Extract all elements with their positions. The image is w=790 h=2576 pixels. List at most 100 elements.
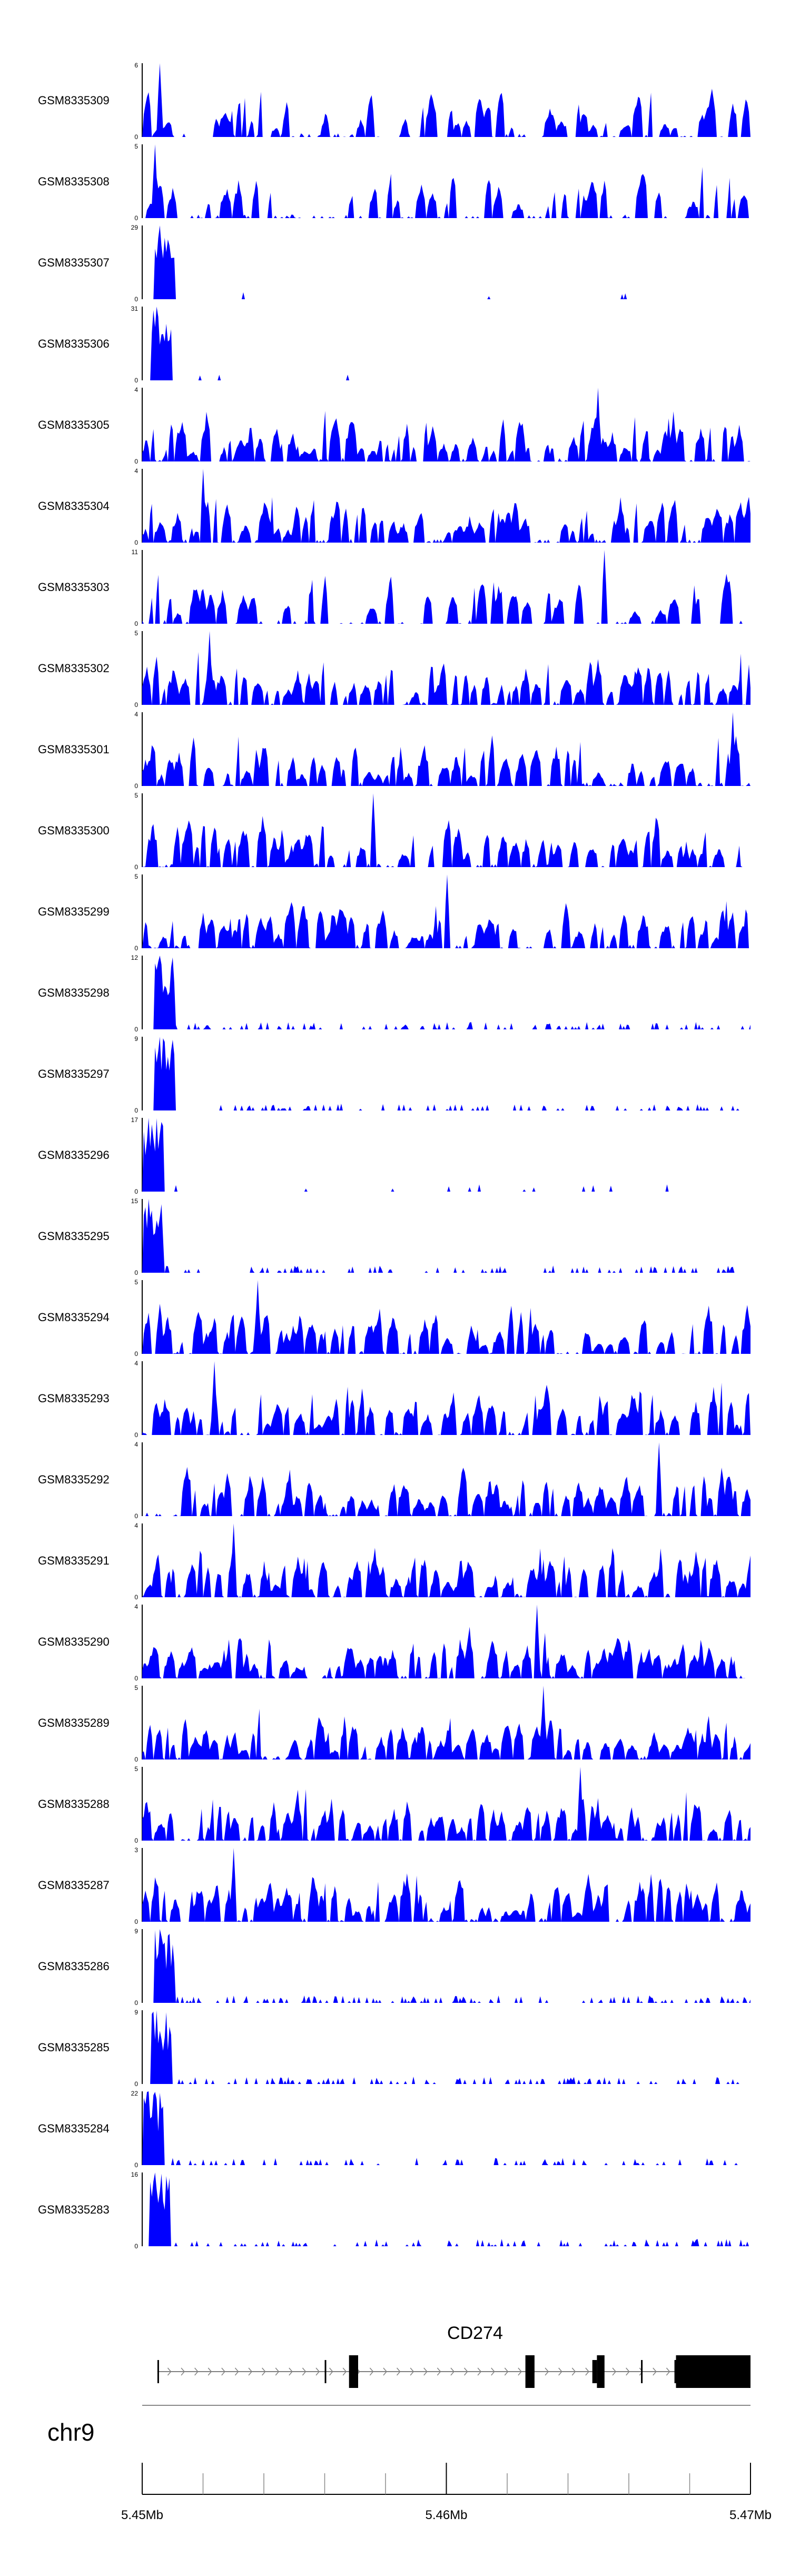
track-label: GSM8335283	[38, 2203, 110, 2216]
track-GSM8335296: GSM8335296 17 0	[38, 1116, 750, 1195]
exon-cds	[525, 2355, 535, 2388]
y-tick-label-max: 9	[134, 2009, 138, 2016]
track-GSM8335289: GSM8335289 5 0	[38, 1684, 750, 1763]
strand-chevron	[518, 2367, 522, 2376]
strand-chevron	[626, 2367, 630, 2376]
track-label: GSM8335293	[38, 1392, 110, 1405]
genome-axis: 5.45Mb 5.46Mb 5.47Mb	[121, 2463, 772, 2522]
track-label: GSM8335299	[38, 905, 110, 918]
y-tick-label-min: 0	[134, 1594, 138, 1601]
track-label: GSM8335290	[38, 1635, 110, 1648]
y-tick-label-max: 5	[134, 630, 138, 637]
signal-area	[142, 144, 750, 218]
signal-area	[142, 1037, 750, 1110]
strand-chevron	[167, 2367, 172, 2376]
signal-area	[142, 1767, 750, 1841]
signal-area	[142, 1686, 750, 1759]
track-GSM8335307: GSM8335307 29 0	[38, 224, 750, 303]
chromosome-label: chr9	[47, 2418, 94, 2446]
track-GSM8335302: GSM8335302 5 0	[38, 630, 750, 709]
track-label: GSM8335302	[38, 662, 110, 675]
y-tick-label-min: 0	[134, 1026, 138, 1033]
y-tick-label-min: 0	[134, 214, 138, 222]
y-tick-label-min: 0	[134, 1837, 138, 1844]
track-label: GSM8335285	[38, 2041, 110, 2054]
strand-chevron	[194, 2367, 199, 2376]
track-GSM8335293: GSM8335293 4 0	[38, 1360, 750, 1439]
strand-chevron	[423, 2367, 428, 2376]
strand-chevron	[585, 2367, 589, 2376]
strand-chevron	[396, 2367, 401, 2376]
track-label: GSM8335298	[38, 986, 110, 999]
y-tick-label-max: 3	[134, 1846, 138, 1854]
signal-area	[142, 793, 750, 867]
gene-name: CD274	[447, 2323, 503, 2343]
y-tick-label-min: 0	[134, 945, 138, 952]
y-tick-label-max: 16	[131, 2171, 139, 2178]
track-label: GSM8335291	[38, 1554, 110, 1567]
y-tick-label-min: 0	[134, 1188, 138, 1195]
track-label: GSM8335296	[38, 1148, 110, 1162]
y-tick-label-max: 29	[131, 224, 139, 231]
track-label: GSM8335306	[38, 337, 110, 350]
signal-area	[142, 712, 750, 786]
y-tick-label-min: 0	[134, 620, 138, 627]
signal-area	[142, 1361, 750, 1435]
y-tick-label-min: 0	[134, 863, 138, 871]
strand-chevron	[181, 2367, 185, 2376]
exon-utr	[157, 2360, 159, 2383]
y-tick-label-max: 4	[134, 711, 138, 718]
signal-area	[142, 388, 750, 461]
y-tick-label-max: 9	[134, 1035, 138, 1043]
y-tick-label-max: 6	[134, 62, 138, 69]
strand-chevron	[221, 2367, 225, 2376]
strand-chevron	[383, 2367, 387, 2376]
y-tick-label-min: 0	[134, 1999, 138, 2007]
strand-chevron	[342, 2367, 347, 2376]
chromosome-track: chr9	[47, 2405, 750, 2446]
track-GSM8335308: GSM8335308 5 0	[38, 143, 750, 222]
y-tick-label-max: 4	[134, 386, 138, 394]
x-tick-label: 5.45Mb	[121, 2508, 163, 2522]
track-GSM8335283: GSM8335283 16 0	[38, 2171, 750, 2250]
track-GSM8335292: GSM8335292 4 0	[38, 1441, 750, 1520]
y-tick-label-min: 0	[134, 458, 138, 465]
strand-chevron	[571, 2367, 576, 2376]
track-GSM8335300: GSM8335300 5 0	[38, 792, 750, 871]
signal-area	[142, 1605, 750, 1678]
track-label: GSM8335300	[38, 824, 110, 837]
strand-chevron	[545, 2367, 549, 2376]
exon-utr	[641, 2360, 643, 2383]
track-label: GSM8335289	[38, 1716, 110, 1729]
track-label: GSM8335308	[38, 175, 110, 188]
y-tick-label-max: 5	[134, 1279, 138, 1286]
track-GSM8335288: GSM8335288 5 0	[38, 1765, 750, 1844]
strand-chevron	[639, 2367, 644, 2376]
y-tick-label-min: 0	[134, 782, 138, 790]
signal-area	[142, 63, 750, 137]
y-tick-label-min: 0	[134, 1756, 138, 1763]
signal-area	[142, 1929, 750, 2003]
signal-area	[142, 225, 750, 299]
track-GSM8335287: GSM8335287 3 0	[38, 1846, 750, 1925]
signal-area	[142, 1199, 750, 1273]
signal-area	[142, 2010, 750, 2084]
signal-area	[142, 2172, 750, 2246]
track-GSM8335297: GSM8335297 9 0	[38, 1035, 750, 1114]
strand-chevron	[612, 2367, 617, 2376]
strand-chevron	[504, 2367, 509, 2376]
gene-annotation-track: CD274	[157, 2323, 750, 2388]
y-tick-label-max: 4	[134, 467, 138, 475]
strand-chevron	[234, 2367, 239, 2376]
y-tick-label-max: 5	[134, 792, 138, 799]
track-label: GSM8335304	[38, 499, 110, 513]
track-label: GSM8335286	[38, 1960, 110, 1973]
signal-area	[142, 956, 750, 1029]
exon-cds	[597, 2355, 605, 2388]
strand-chevron	[315, 2367, 320, 2376]
y-tick-label-max: 4	[134, 1522, 138, 1529]
y-tick-label-max: 5	[134, 873, 138, 880]
track-GSM8335294: GSM8335294 5 0	[38, 1279, 750, 1358]
strand-chevron	[289, 2367, 293, 2376]
